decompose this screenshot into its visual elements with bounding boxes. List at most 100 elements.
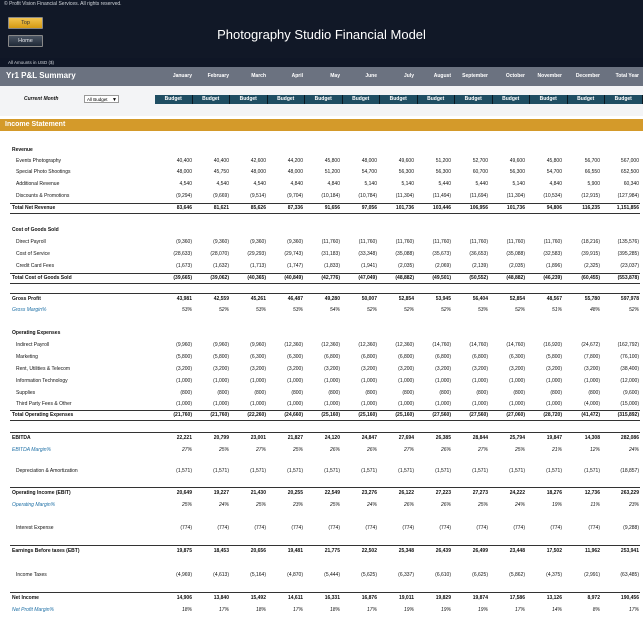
row-value: (135,576) xyxy=(617,239,639,245)
row-value: 54,700 xyxy=(361,169,377,175)
row-value: 52% xyxy=(366,307,377,313)
scenario-cell-8[interactable]: Budget xyxy=(455,95,493,104)
scenario-cell-3[interactable]: Budget xyxy=(267,95,305,104)
scenario-cell-1[interactable]: Budget xyxy=(192,95,230,104)
row-value: (33,348) xyxy=(358,251,377,257)
row-value: 26% xyxy=(329,447,340,453)
row-value: 24,222 xyxy=(509,490,525,496)
row-value: 48,000 xyxy=(361,158,377,164)
row-value: 66,550 xyxy=(584,169,600,175)
row-value: 52% xyxy=(440,307,451,313)
row-label: Third Party Fees & Other xyxy=(16,401,72,407)
row-value: (1,000) xyxy=(324,401,340,407)
row-value: 26% xyxy=(366,447,377,453)
row-label: Net Income xyxy=(12,595,39,601)
row-value: (11,760) xyxy=(506,239,525,245)
row-value: 17% xyxy=(628,607,639,613)
row-value: (6,800) xyxy=(472,354,488,360)
table-row: Net Income 14,906 13,840 15,492 14,611 16,331… xyxy=(0,594,643,602)
row-value: 11% xyxy=(590,502,600,508)
row-value: 17% xyxy=(292,607,303,613)
scenario-cell-11[interactable]: Budget xyxy=(567,95,605,104)
row-value: 13,126 xyxy=(546,595,562,601)
row-value: 54% xyxy=(329,307,340,313)
scenario-cell-7[interactable]: Budget xyxy=(417,95,455,104)
row-value: (800) xyxy=(513,390,525,396)
row-value: 26% xyxy=(440,447,451,453)
scenario-cell-2[interactable]: Budget xyxy=(230,95,268,104)
control-row: Current Month All Budget ▼ Budget Budget B… xyxy=(0,86,643,116)
row-value: (1,000) xyxy=(324,378,340,384)
row-value: 52% xyxy=(218,307,229,313)
row-value: (6,800) xyxy=(361,354,377,360)
row-value: (1,000) xyxy=(472,401,488,407)
row-value: (27,060) xyxy=(506,412,525,418)
row-label: Supplies xyxy=(16,390,36,396)
row-value: 25% xyxy=(181,502,192,508)
scenario-cell-10[interactable]: Budget xyxy=(530,95,568,104)
month-header-5: June xyxy=(365,73,377,79)
row-value: (25,160) xyxy=(395,412,414,418)
row-value: 18,276 xyxy=(546,490,562,496)
row-value: 26,385 xyxy=(435,435,451,441)
scenario-cell-0[interactable]: Budget xyxy=(155,95,193,104)
row-value: (1,000) xyxy=(250,401,266,407)
top-button[interactable]: Top xyxy=(8,17,43,29)
row-value: 19,481 xyxy=(287,548,303,554)
row-value: (9,960) xyxy=(213,342,229,348)
row-value: 24% xyxy=(628,447,639,453)
row-value: (5,862) xyxy=(509,572,525,578)
table-row: Cost of Service (28,633) (28,070) (29,293) (… xyxy=(0,250,643,258)
row-value: 1,151,856 xyxy=(616,205,639,211)
row-value: (3,200) xyxy=(472,366,488,372)
row-value: 52% xyxy=(514,307,525,313)
row-value: (2,139) xyxy=(472,263,488,269)
month-select-dropdown[interactable]: All Budget ▼ xyxy=(84,95,119,103)
row-value: (1,000) xyxy=(435,401,451,407)
scenario-cell-5[interactable]: Budget xyxy=(342,95,380,104)
row-value: 20,649 xyxy=(176,490,192,496)
scenario-cell-9[interactable]: Budget xyxy=(492,95,530,104)
row-value: (12,360) xyxy=(358,342,377,348)
row-value: 42,559 xyxy=(213,296,229,302)
row-value: 48,000 xyxy=(176,169,192,175)
row-value: (12,000) xyxy=(620,378,639,384)
table-row: Operating Margin% 25% 24% 25% 23% 25% 24% 26% 26… xyxy=(0,501,643,509)
current-month-label: Current Month xyxy=(24,96,59,102)
row-value: (5,800) xyxy=(213,354,229,360)
row-value: 45,261 xyxy=(250,296,266,302)
table-row: Events Photography 40,400 40,400 42,600 44,2… xyxy=(0,157,643,165)
row-value: (21,760) xyxy=(210,412,229,418)
home-button[interactable]: Home xyxy=(8,35,43,47)
row-value: 24% xyxy=(514,502,525,508)
scenario-cell-6[interactable]: Budget xyxy=(380,95,418,104)
scenario-cell-12[interactable]: Budget xyxy=(605,95,643,104)
row-value: (29,743) xyxy=(284,251,303,257)
row-value: 5,140 xyxy=(512,181,525,187)
row-value: 27% xyxy=(403,447,414,453)
row-value: 24,847 xyxy=(361,435,377,441)
row-label: Earnings Before taxes (EBT) xyxy=(12,548,80,554)
total-rule xyxy=(10,410,640,411)
row-value: (1,571) xyxy=(176,468,192,474)
row-value: 94,806 xyxy=(546,205,562,211)
row-value: (3,200) xyxy=(287,366,303,372)
scenario-cell-4[interactable]: Budget xyxy=(305,95,343,104)
row-value: (28,633) xyxy=(173,251,192,257)
table-row: Depreciation & Amortization (1,571) (1,571… xyxy=(0,467,643,475)
row-value: (774) xyxy=(513,525,525,531)
table-row: Additional Revenue 4,540 4,540 4,540 4,840 4,… xyxy=(0,180,643,188)
row-value: (6,800) xyxy=(324,354,340,360)
row-value: 19% xyxy=(403,607,414,613)
row-value: 27,223 xyxy=(435,490,451,496)
row-value: (1,000) xyxy=(287,378,303,384)
table-row: Rent, Utilities & Telecom (3,200) (3,200) (… xyxy=(0,365,643,373)
row-value: 42,600 xyxy=(250,158,266,164)
row-value: (39,062) xyxy=(210,275,229,281)
row-value: 25% xyxy=(477,502,488,508)
row-value: 19,227 xyxy=(213,490,229,496)
row-value: 17,502 xyxy=(546,548,562,554)
row-value: (11,760) xyxy=(358,239,377,245)
row-value: (1,571) xyxy=(509,468,525,474)
row-value: 49,280 xyxy=(324,296,340,302)
